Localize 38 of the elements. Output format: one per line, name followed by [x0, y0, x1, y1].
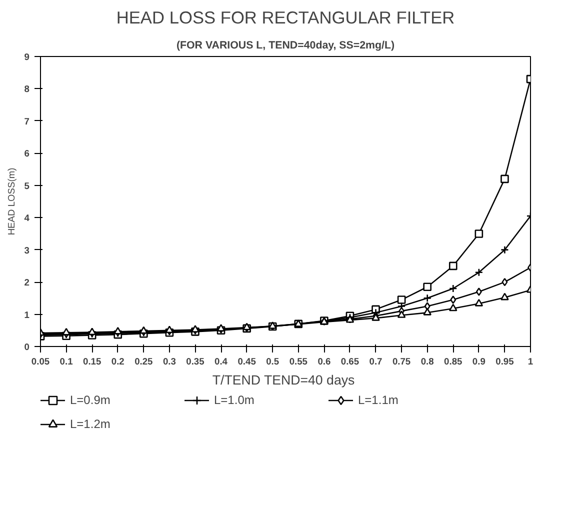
x-tick-label: 0.15	[83, 356, 102, 366]
x-tick-label: 0.05	[31, 356, 50, 366]
y-tick-label: 3	[24, 245, 30, 256]
y-tick-label: 4	[24, 213, 30, 224]
x-tick-label: 0.9	[472, 356, 486, 366]
legend-label: L=1.2m	[70, 417, 112, 431]
x-tick-label: 0.55	[289, 356, 308, 366]
legend-label: L=1.0m	[214, 393, 256, 407]
x-tick-label: 0.4	[214, 356, 228, 366]
x-tick-label: 0.1	[60, 356, 73, 366]
x-tick-label: 0.2	[111, 356, 124, 366]
y-tick-label: 1	[24, 310, 30, 320]
x-tick-label: 0.3	[162, 356, 176, 366]
x-axis-title: T/TEND TEND=40 days	[212, 372, 356, 388]
y-tick-label: 9	[24, 52, 30, 62]
legend-label: L=1.1m	[358, 393, 400, 407]
x-tick-label: 0.75	[392, 356, 411, 366]
y-tick-label: 8	[24, 84, 30, 94]
y-tick-label: 5	[24, 180, 30, 191]
y-tick-label: 6	[24, 148, 30, 159]
y-axis-title: HEAD LOSS(m)	[6, 168, 16, 236]
x-tick-label: 0.45	[238, 356, 256, 366]
y-tick-label: 2	[24, 278, 30, 288]
x-tick-label: 0.7	[369, 356, 382, 366]
legend-label: L=0.9m	[70, 393, 112, 407]
x-tick-label: 0.6	[318, 356, 331, 366]
y-tick-label: 0	[24, 342, 30, 352]
x-tick-label: 0.8	[420, 356, 434, 366]
x-tick-label: 1	[528, 356, 534, 366]
x-tick-label: 0.25	[134, 356, 153, 366]
x-tick-label: 0.5	[266, 356, 280, 366]
x-tick-label: 0.95	[496, 356, 514, 366]
chart-title: HEAD LOSS FOR RECTANGULAR FILTER	[116, 8, 455, 28]
x-tick-label: 0.85	[444, 356, 462, 366]
chart-subtitle: (FOR VARIOUS L, TEND=40day, SS=2mg/L)	[176, 40, 395, 52]
y-tick-label: 7	[24, 116, 30, 126]
x-tick-label: 0.65	[340, 356, 360, 366]
x-tick-label: 0.35	[186, 356, 204, 366]
